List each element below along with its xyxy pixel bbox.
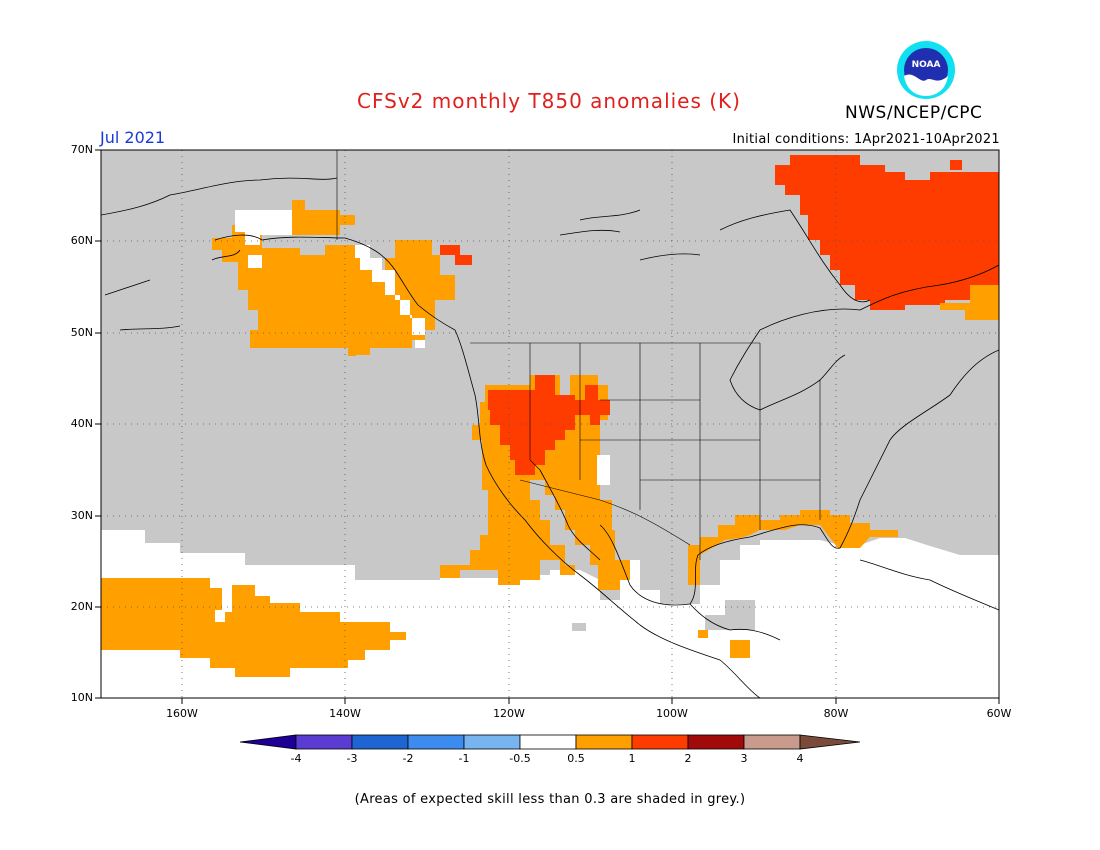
- lat-label-20n: 20N: [70, 600, 93, 613]
- colorbar-label-1: 1: [628, 752, 636, 765]
- initial-conditions: Initial conditions: 1Apr2021-10Apr2021: [732, 132, 1000, 147]
- lon-label-80w: 80W: [823, 707, 849, 720]
- noaa-logo-icon: NOAA: [897, 41, 955, 99]
- anomaly-red-labrador: [775, 155, 999, 310]
- anomaly-orange-west-us: [440, 375, 630, 590]
- map-title: CFSv2 monthly T850 anomalies (K): [357, 89, 741, 113]
- anomaly-red-west-us: [488, 375, 610, 475]
- colorbar-swatch-minus3-minus2: [351, 734, 409, 750]
- colorbar-label-minus3: -3: [346, 752, 358, 765]
- coastlines: [101, 177, 999, 698]
- lat-label-30n: 30N: [70, 509, 93, 522]
- anomaly-orange-alaska: [212, 225, 455, 355]
- skill-note: (Areas of expected skill less than 0.3 a…: [354, 792, 746, 807]
- forecast-month: Jul 2021: [100, 128, 166, 147]
- lon-label-100w: 100W: [656, 707, 688, 720]
- lon-label-140w: 140W: [329, 707, 361, 720]
- agency-label: NWS/NCEP/CPC: [845, 103, 983, 123]
- noaa-logo-text: NOAA: [912, 60, 941, 70]
- colorbar-swatch-gt-4: [799, 734, 861, 750]
- colorbar-label-minus05: -0.5: [509, 752, 531, 765]
- colorbar-swatch-2-3: [687, 734, 745, 750]
- lat-label-60n: 60N: [70, 234, 93, 247]
- colorbar-label-minus2: -2: [402, 752, 414, 765]
- graticule: [101, 150, 999, 698]
- lat-label-50n: 50N: [70, 326, 93, 339]
- colorbar-label-3: 3: [740, 752, 748, 765]
- lat-label-10n: 10N: [70, 691, 93, 704]
- colorbar-swatch-minus2-minus1: [407, 734, 465, 750]
- anomaly-orange-hawaii: [101, 578, 406, 677]
- colorbar-swatch-3-4: [743, 734, 801, 750]
- lon-label-60w: 60W: [986, 707, 1012, 720]
- colorbar-label-2: 2: [684, 752, 692, 765]
- near-normal-region-gulf: [101, 538, 999, 698]
- lon-label-120w: 120W: [493, 707, 525, 720]
- colorbar-label-4: 4: [796, 752, 804, 765]
- colorbar-swatch-05-1: [575, 734, 633, 750]
- political-borders: [336, 150, 821, 560]
- colorbar-label-05: 0.5: [567, 752, 585, 765]
- colorbar-swatch-minus1-minus05: [463, 734, 521, 750]
- colorbar-label-minus4: -4: [290, 752, 302, 765]
- colorbar-swatch-lt-minus4: [239, 734, 297, 750]
- colorbar-swatch-minus4-minus3: [295, 734, 353, 750]
- lat-label-40n: 40N: [70, 417, 93, 430]
- lat-label-70n: 70N: [70, 143, 93, 156]
- anomaly-orange-gulf: [688, 510, 898, 585]
- colorbar-swatch-minus05-05: [519, 734, 577, 750]
- colorbar-label-minus1: -1: [458, 752, 470, 765]
- colorbar-swatch-1-2: [631, 734, 689, 750]
- lon-label-160w: 160W: [166, 707, 198, 720]
